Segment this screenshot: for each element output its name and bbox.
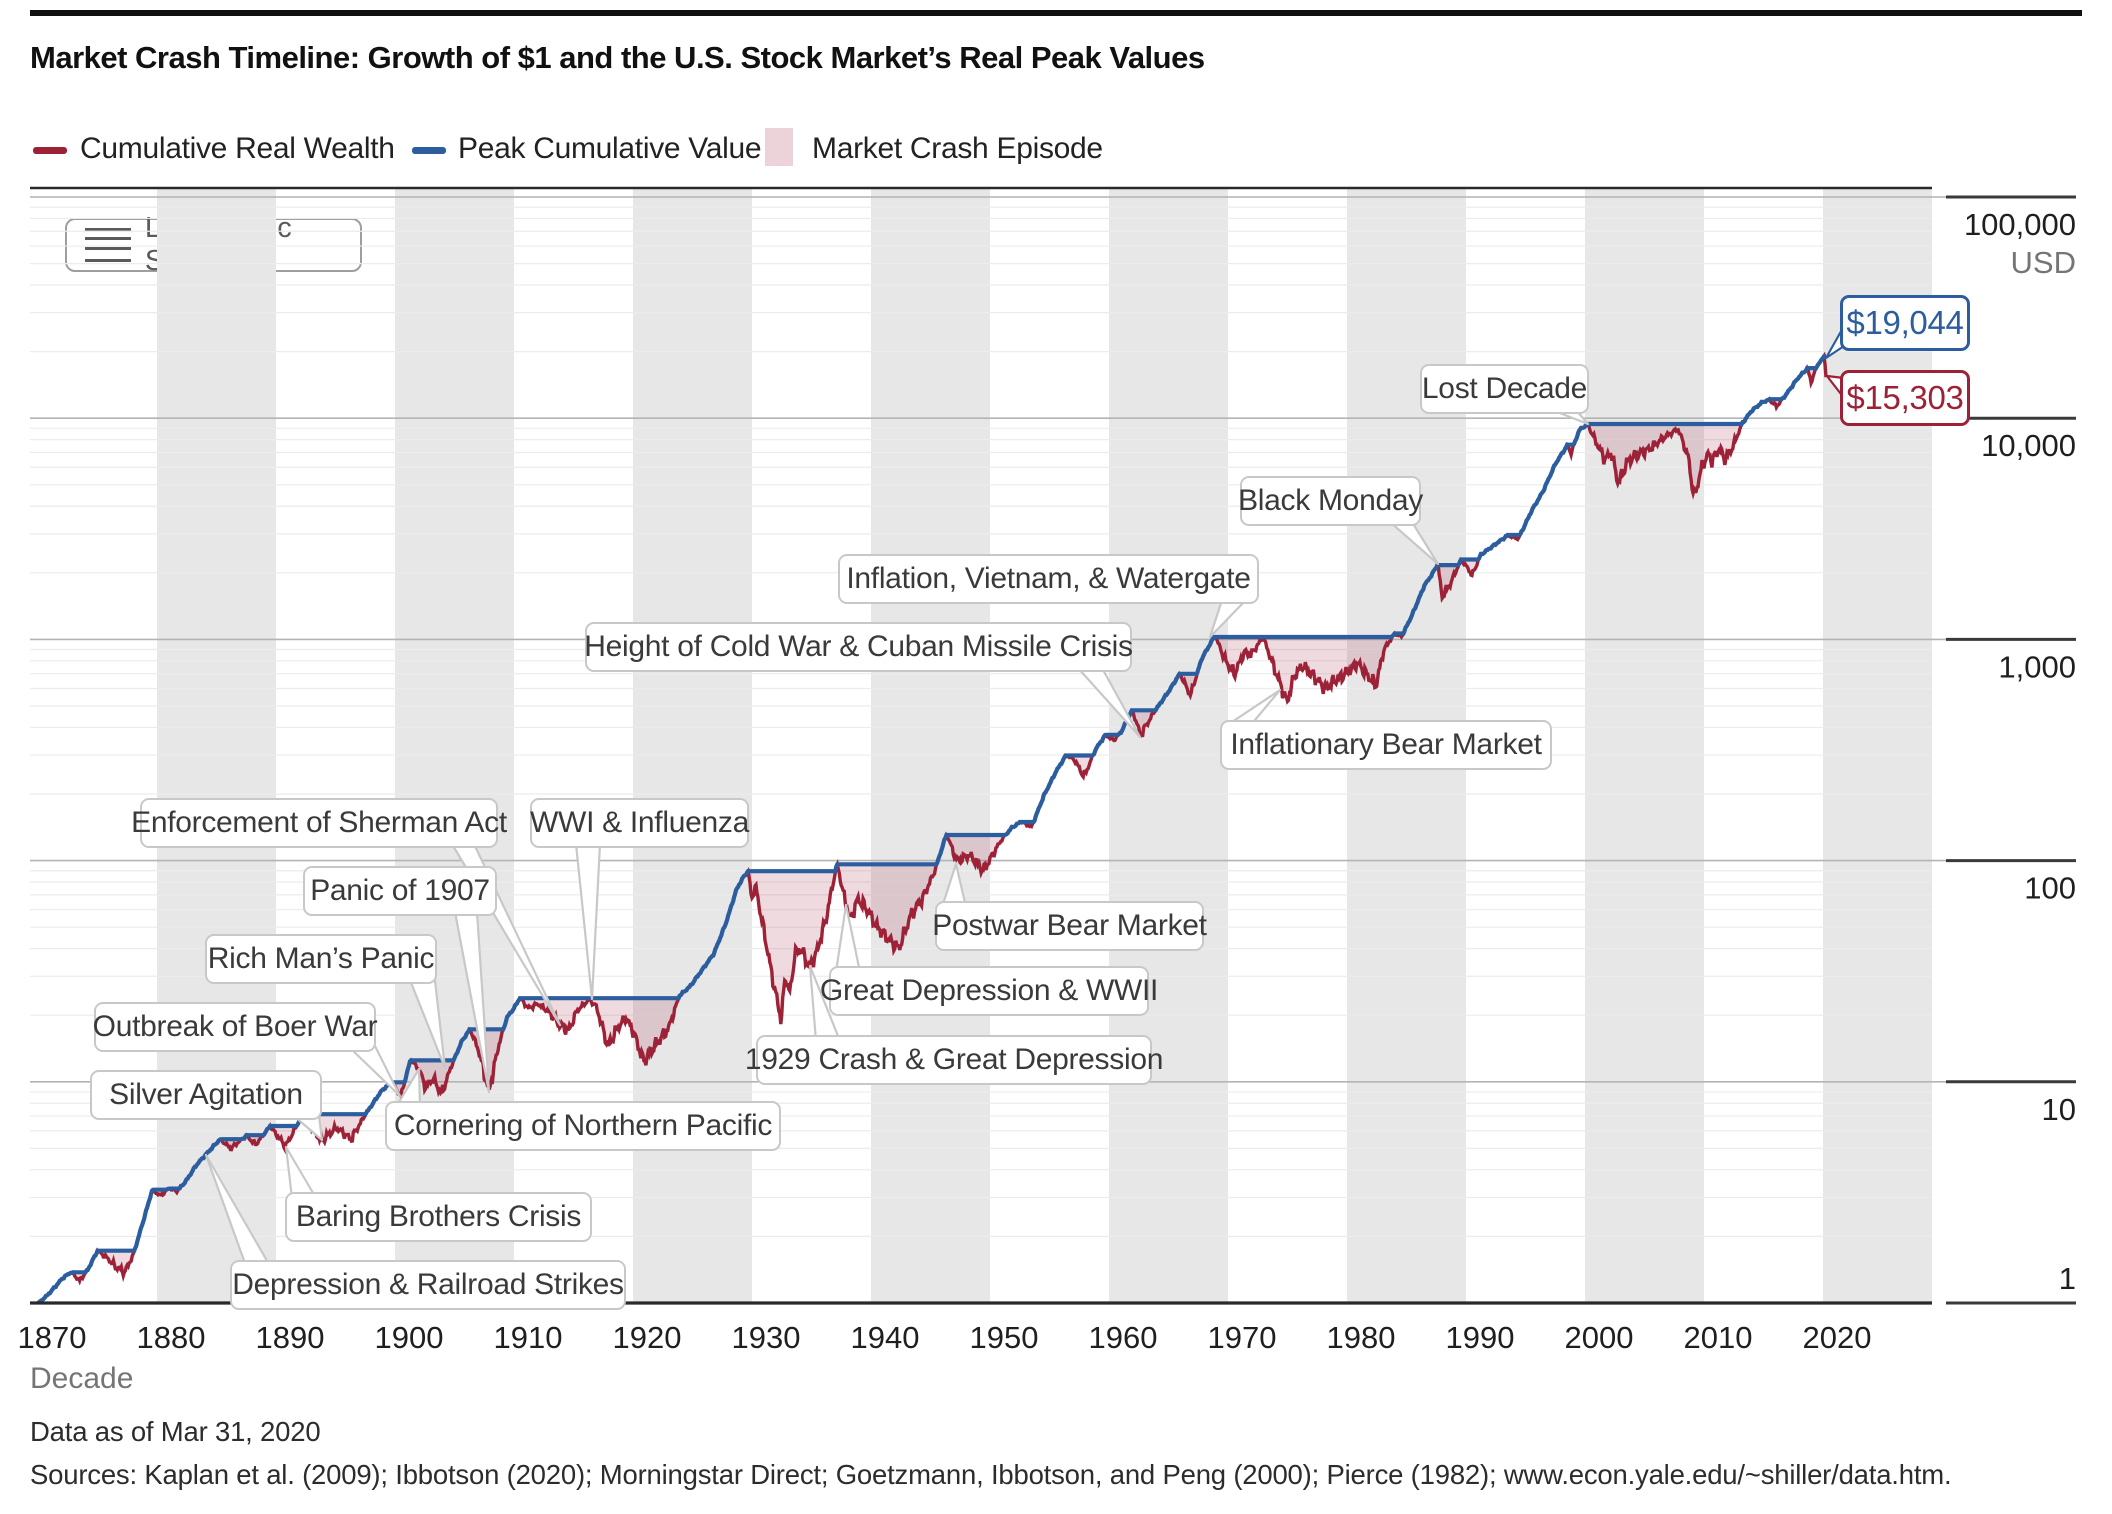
- callout-great-depression-wwii: Great Depression & WWII: [820, 966, 1158, 1016]
- callout-lost-decade: Lost Decade: [1420, 364, 1589, 414]
- y-axis-unit-label: USD: [2011, 245, 2076, 280]
- wealth-value-badge: $15,303: [1840, 370, 1970, 426]
- callout-postwar-bear-market: Postwar Bear Market: [932, 901, 1207, 951]
- callout-black-monday: Black Monday: [1238, 476, 1423, 526]
- callout-cornering-of-northern-pacific: Cornering of Northern Pacific: [385, 1101, 781, 1151]
- decade-stripe-2000: [1585, 188, 1704, 1303]
- y-tick-label-100: 100: [2024, 871, 2076, 906]
- legend-peak-label: Peak Cumulative Value: [458, 132, 762, 165]
- y-tick-label-10000: 10,000: [1981, 428, 2076, 463]
- peak-cumulative-value-line: [36, 354, 1826, 1305]
- callout-inflationary-bear-market: Inflationary Bear Market: [1220, 720, 1552, 770]
- legend-wealth-swatch-icon: [33, 147, 67, 154]
- x-tick-label-1870: 1870: [18, 1320, 87, 1355]
- decade-stripe-1960: [1109, 188, 1228, 1303]
- footer-sources: Sources: Kaplan et al. (2009); Ibbotson …: [30, 1459, 1952, 1490]
- x-tick-label-1940: 1940: [851, 1320, 920, 1355]
- peak-value-badge: $19,044: [1840, 295, 1970, 351]
- x-tick-label-1930: 1930: [732, 1320, 801, 1355]
- legend-crash-label: Market Crash Episode: [812, 132, 1103, 165]
- x-tick-label-2000: 2000: [1565, 1320, 1634, 1355]
- callout-depression-railroad-strikes: Depression & Railroad Strikes: [230, 1260, 626, 1310]
- log-scale-icon: [85, 228, 131, 262]
- x-tick-label-1880: 1880: [137, 1320, 206, 1355]
- x-tick-label-1910: 1910: [494, 1320, 563, 1355]
- callout-wwi-influenza: WWI & Influenza: [530, 798, 749, 848]
- footer-data-asof: Data as of Mar 31, 2020: [30, 1416, 321, 1447]
- x-tick-label-1890: 1890: [256, 1320, 325, 1355]
- callout-crash-1929-great-depression: 1929 Crash & Great Depression: [745, 1035, 1163, 1085]
- callout-rich-mans-panic: Rich Man’s Panic: [205, 934, 437, 984]
- x-tick-label-1900: 1900: [375, 1320, 444, 1355]
- x-tick-label-1920: 1920: [613, 1320, 682, 1355]
- x-tick-label-1960: 1960: [1089, 1320, 1158, 1355]
- x-axis-title: Decade: [30, 1362, 134, 1395]
- x-tick-label-1970: 1970: [1208, 1320, 1277, 1355]
- decade-stripe-2020: [1823, 188, 1932, 1303]
- x-tick-label-2020: 2020: [1803, 1320, 1872, 1355]
- legend-peak-swatch-icon: [412, 147, 446, 154]
- top-rule: [30, 10, 2082, 16]
- y-tick-label-10: 10: [2042, 1092, 2076, 1127]
- callout-panic-of-1907: Panic of 1907: [303, 866, 497, 916]
- leader-great-depression-wwii: [834, 903, 862, 974]
- callout-baring-brothers-crisis: Baring Brothers Crisis: [285, 1192, 592, 1242]
- callout-outbreak-of-boer-war: Outbreak of Boer War: [93, 1002, 378, 1052]
- callout-enforcement-of-sherman-act: Enforcement of Sherman Act: [131, 798, 507, 848]
- decade-stripe-1940: [871, 188, 990, 1303]
- y-tick-label-1000: 1,000: [1998, 649, 2076, 684]
- y-tick-label-100000: 100,000: [1964, 207, 2076, 242]
- y-tick-label-1: 1: [2059, 1261, 2076, 1296]
- callout-silver-agitation: Silver Agitation: [90, 1070, 322, 1120]
- legend-crash-swatch-icon: [765, 128, 793, 166]
- x-tick-label-1950: 1950: [970, 1320, 1039, 1355]
- callout-inflation-vietnam-watergate: Inflation, Vietnam, & Watergate: [838, 554, 1259, 604]
- legend-wealth-label: Cumulative Real Wealth: [80, 132, 395, 165]
- chart-title: Market Crash Timeline: Growth of $1 and …: [30, 40, 1205, 75]
- callout-height-cold-war-cuban-missile-crisis: Height of Cold War & Cuban Missile Crisi…: [584, 622, 1133, 672]
- x-tick-label-2010: 2010: [1684, 1320, 1753, 1355]
- leader-baring-brothers-crisis: [284, 1145, 318, 1200]
- x-tick-label-1990: 1990: [1446, 1320, 1515, 1355]
- x-tick-label-1980: 1980: [1327, 1320, 1396, 1355]
